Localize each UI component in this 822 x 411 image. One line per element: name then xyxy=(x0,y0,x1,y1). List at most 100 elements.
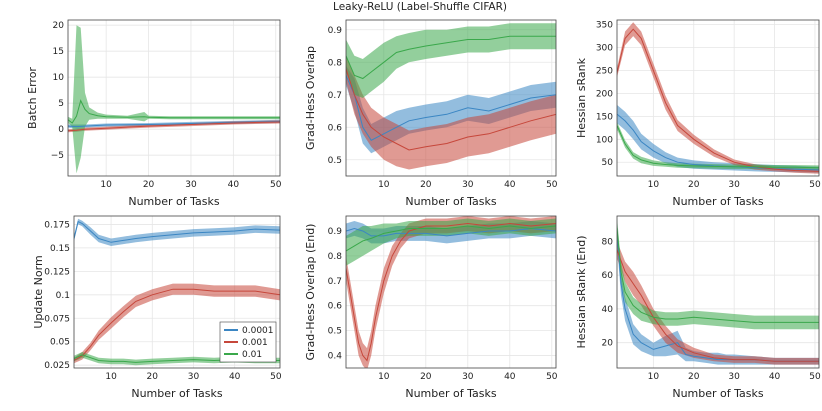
y-tick-label: 250 xyxy=(596,66,613,76)
series-group xyxy=(617,22,819,174)
series-group xyxy=(68,25,280,174)
band-0.0001 xyxy=(74,218,280,246)
y-tick-label: 0.6 xyxy=(328,302,343,312)
y-tick-label: 0.7 xyxy=(328,91,342,101)
x-axis-label: Number of Tasks xyxy=(128,195,220,208)
x-tick-label: 30 xyxy=(462,372,474,382)
band-0.0001 xyxy=(617,221,819,365)
y-tick-label: 300 xyxy=(596,44,613,54)
y-tick-label: 50 xyxy=(602,158,614,168)
x-tick-label: 40 xyxy=(504,372,516,382)
figure-title: Leaky-ReLU (Label-Shuffle CIFAR) xyxy=(333,1,507,13)
x-tick-label: 40 xyxy=(504,180,516,190)
y-axis-label: Grad-Hess Overlap (End) xyxy=(304,224,317,361)
series-line-0.0001 xyxy=(68,120,280,128)
y-tick-label: 0.1 xyxy=(56,291,70,301)
y-tick-label: 0.5 xyxy=(328,327,342,337)
x-tick-label: 30 xyxy=(728,372,740,382)
y-tick-label: 0.075 xyxy=(44,314,70,324)
series-line-0.001 xyxy=(68,121,280,132)
y-tick-label: 10 xyxy=(53,73,65,83)
x-axis-label: Number of Tasks xyxy=(672,195,764,208)
y-tick-label: 100 xyxy=(596,135,613,145)
legend-label-0.001: 0.001 xyxy=(242,338,268,348)
legend-label-0.01: 0.01 xyxy=(242,350,262,360)
band-0.0001 xyxy=(617,104,819,173)
x-tick-label: 20 xyxy=(143,180,155,190)
x-tick-label: 10 xyxy=(648,372,660,382)
chart-grad-hess-overlap: 10 20 30 40 50 0.5 0.6 0.7 0.8 0.9 Number of Tasks… xyxy=(304,19,558,208)
x-axis-label: Number of Tasks xyxy=(405,387,497,400)
x-tick-label: 10 xyxy=(105,372,117,382)
x-tick-label: 50 xyxy=(546,372,558,382)
y-axis-label: Grad-Hess Overlap xyxy=(304,46,317,150)
plots-group: 10 20 30 40 50 −5 0 5 10 15 20 Number of Tasks Batch… xyxy=(26,19,821,400)
chart-hessian-srank-end: 10 20 30 40 50 20 40 60 80 Number of Tasks Hessian… xyxy=(575,215,821,400)
x-axis-label: Number of Tasks xyxy=(131,387,223,400)
x-tick-label: 20 xyxy=(688,372,700,382)
series-group xyxy=(346,23,556,170)
y-tick-label: 0.6 xyxy=(328,123,343,133)
y-tick-label: 0.8 xyxy=(328,252,343,262)
y-tick-label: 0.05 xyxy=(50,338,70,348)
y-tick-label: 20 xyxy=(53,21,65,31)
y-tick-label: 0.125 xyxy=(44,267,70,277)
x-tick-label: 20 xyxy=(688,180,700,190)
band-0.001 xyxy=(617,241,819,365)
legend: 0.0001 0.001 0.01 xyxy=(219,321,277,363)
x-tick-label: 50 xyxy=(809,372,821,382)
y-tick-label: 0.9 xyxy=(328,227,343,237)
band-0.001 xyxy=(617,22,819,174)
chart-update-norm: 10 20 30 40 50 0.025 0.05 0.075 0.1 0.125 0.15 0.17… xyxy=(32,215,282,400)
plot-frame xyxy=(345,215,557,369)
y-tick-label: 0.15 xyxy=(50,244,70,254)
chart-batch-error: 10 20 30 40 50 −5 0 5 10 15 20 Number of Tasks Batch… xyxy=(26,19,282,208)
y-axis-label: Hessian sRank (End) xyxy=(575,236,588,349)
y-axis-label: Batch Error xyxy=(26,67,39,129)
x-tick-label: 30 xyxy=(185,180,197,190)
band-0.01 xyxy=(617,121,819,170)
band-0.001 xyxy=(346,55,556,170)
plot-frame xyxy=(616,19,820,177)
plot-frame xyxy=(73,215,281,369)
x-tick-label: 10 xyxy=(648,180,660,190)
x-tick-label: 20 xyxy=(147,372,159,382)
y-tick-label: 350 xyxy=(596,21,613,31)
x-tick-label: 30 xyxy=(728,180,740,190)
series-group xyxy=(617,217,819,365)
series-line-0.01 xyxy=(346,35,556,80)
legend-label-0.0001: 0.0001 xyxy=(242,326,274,336)
x-axis-label: Number of Tasks xyxy=(405,195,497,208)
series-group xyxy=(346,216,556,368)
y-tick-label: 200 xyxy=(596,89,613,99)
y-tick-label: 0.5 xyxy=(328,156,342,166)
y-axis-label: Hessian sRank xyxy=(575,57,588,138)
x-tick-label: 10 xyxy=(378,372,390,382)
x-tick-label: 10 xyxy=(378,180,390,190)
y-tick-label: 0.8 xyxy=(328,58,343,68)
series-line-0.01 xyxy=(617,125,819,169)
y-tick-label: 40 xyxy=(602,305,614,315)
series-line-0.001 xyxy=(74,288,280,361)
band-0.01 xyxy=(68,25,280,174)
x-tick-label: 40 xyxy=(769,180,781,190)
series-line-0.001 xyxy=(346,222,556,362)
y-tick-label: 0.175 xyxy=(44,220,70,230)
x-tick-label: 40 xyxy=(228,180,240,190)
y-tick-label: 60 xyxy=(602,271,614,281)
chart-hessian-srank: 10 20 30 40 50 50 100 150 200 250 300 350 Number of … xyxy=(575,19,821,208)
x-tick-label: 20 xyxy=(420,180,432,190)
y-tick-label: 0 xyxy=(58,125,64,135)
x-tick-label: 10 xyxy=(100,180,112,190)
series-line-0.001 xyxy=(617,28,819,172)
series-line-0.001 xyxy=(346,68,556,151)
y-tick-label: 5 xyxy=(58,99,64,109)
chart-grad-hess-overlap-end: 10 20 30 40 50 0.4 0.5 0.6 0.7 0.8 0.9 Number of Ta… xyxy=(304,215,558,400)
y-tick-label: −5 xyxy=(51,151,64,161)
series-line-0.01 xyxy=(346,225,556,252)
y-tick-label: 20 xyxy=(602,339,614,349)
x-tick-label: 50 xyxy=(546,180,558,190)
band-0.01 xyxy=(617,217,819,330)
band-0.01 xyxy=(346,23,556,98)
